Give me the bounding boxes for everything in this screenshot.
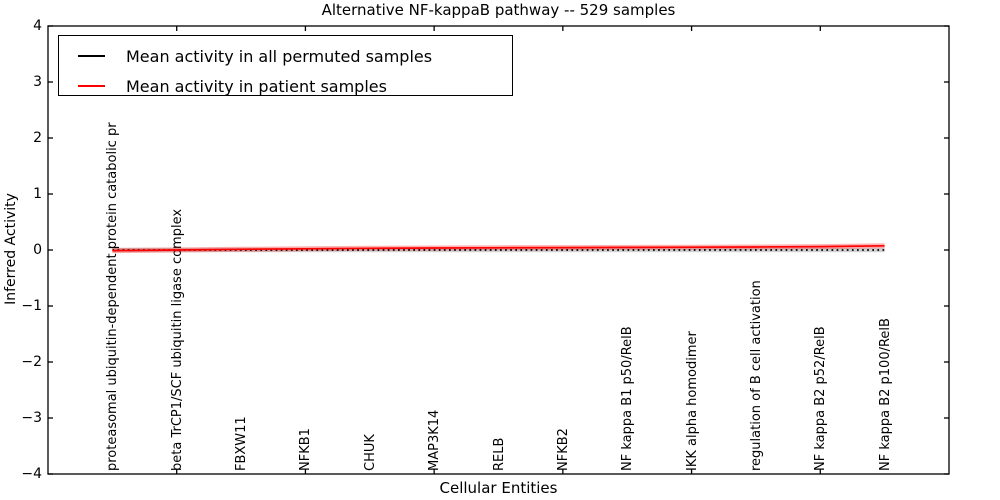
y-tick-label: −2 — [21, 354, 42, 370]
legend-label: Mean activity in patient samples — [126, 76, 387, 96]
patient-line-swatch — [78, 85, 105, 87]
y-tick-label: −3 — [21, 410, 42, 426]
legend-label: Mean activity in all permuted samples — [126, 46, 433, 66]
y-tick-label: 4 — [33, 18, 42, 34]
legend: Mean activity in all permuted samples Me… — [58, 35, 513, 96]
y-tick-label: 2 — [33, 130, 42, 146]
legend-item: Mean activity in all permuted samples — [59, 41, 512, 71]
y-tick-label: 3 — [33, 74, 42, 90]
chart-title: Alternative NF-kappaB pathway -- 529 sam… — [321, 1, 676, 19]
y-tick-label: −1 — [21, 298, 42, 314]
y-tick-label: 1 — [33, 186, 42, 202]
legend-item: Mean activity in patient samples — [59, 71, 512, 101]
y-tick-label: 0 — [33, 242, 42, 258]
x-axis-label: Cellular Entities — [439, 479, 558, 497]
permuted-line-swatch — [78, 55, 105, 57]
y-tick-label: −4 — [21, 466, 42, 482]
series-line — [112, 244, 885, 252]
